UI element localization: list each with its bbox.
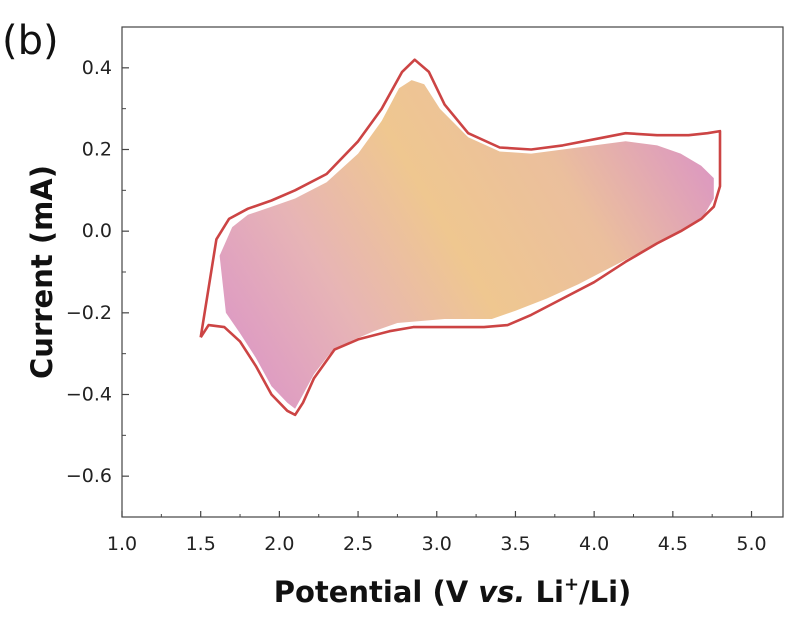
x-axis-title-superscript: + — [564, 574, 579, 595]
x-tick-label: 3.0 — [422, 533, 452, 555]
plot-area: 1.0 1.5 2.0 2.5 3.0 3.5 4.0 4.5 5.0 0.4 0.2 0.0 −0.… — [66, 26, 784, 555]
x-tick-label: 3.5 — [500, 533, 530, 555]
x-tick-label: 4.5 — [658, 533, 688, 555]
data-layer — [199, 58, 722, 417]
x-tick-label: 4.0 — [579, 533, 609, 555]
x-axis-title: Potential (V vs. Li+/Li) — [274, 574, 632, 609]
y-tick-label: −0.6 — [66, 465, 112, 487]
x-tick-label: 1.0 — [107, 533, 137, 555]
y-tick-label: 0.0 — [82, 220, 112, 242]
x-tick-label: 2.0 — [264, 533, 294, 555]
cv-filled-region — [219, 80, 714, 409]
y-tick-label: 0.2 — [82, 139, 112, 161]
x-axis-title-italic: vs. — [478, 575, 525, 609]
x-axis-title-li: Li — [525, 575, 564, 609]
y-tick-label: −0.2 — [66, 302, 112, 324]
x-tick-label: 1.5 — [186, 533, 216, 555]
x-axis-title-end: /Li) — [579, 575, 631, 609]
y-axis-title: Current (mA) — [25, 165, 59, 379]
x-axis-title-main: Potential (V — [274, 575, 479, 609]
y-tick-label: 0.4 — [82, 57, 112, 79]
x-tick-label: 2.5 — [343, 533, 373, 555]
cv-outline-curve — [199, 58, 722, 417]
y-axis-ticks: 0.4 0.2 0.0 −0.2 −0.4 −0.6 — [66, 57, 129, 487]
y-tick-label: −0.4 — [66, 384, 112, 406]
x-axis-ticks: 1.0 1.5 2.0 2.5 3.0 3.5 4.0 4.5 5.0 — [107, 511, 767, 555]
panel-label: (b) — [2, 18, 59, 64]
x-tick-label: 5.0 — [736, 533, 766, 555]
